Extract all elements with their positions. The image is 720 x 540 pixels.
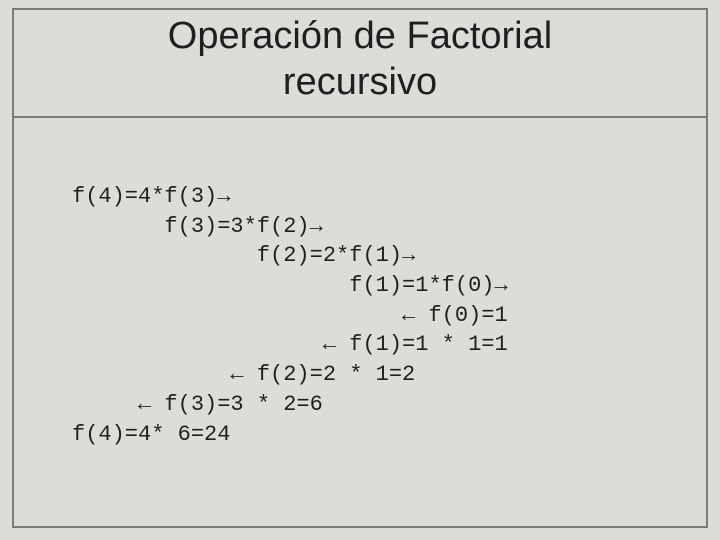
title-line-2: recursivo	[283, 61, 437, 103]
code-line-3: f(1)=1*f(0)→	[72, 273, 508, 298]
code-line-5: ← f(1)=1 * 1=1	[72, 332, 508, 357]
title-line-1: Operación de Factorial	[168, 15, 552, 57]
slide-title: Operación de Factorial recursivo	[0, 14, 720, 105]
code-block: f(4)=4*f(3)→ f(3)=3*f(2)→ f(2)=2*f(1)→ f…	[72, 182, 508, 449]
code-line-8: f(4)=4* 6=24	[72, 422, 230, 447]
slide-container: Operación de Factorial recursivo f(4)=4*…	[0, 0, 720, 540]
code-line-2: f(2)=2*f(1)→	[72, 243, 415, 268]
code-line-0: f(4)=4*f(3)→	[72, 184, 230, 209]
code-line-6: ← f(2)=2 * 1=2	[72, 362, 415, 387]
code-line-1: f(3)=3*f(2)→	[72, 214, 323, 239]
code-line-7: ← f(3)=3 * 2=6	[72, 392, 323, 417]
code-line-4: ← f(0)=1	[72, 303, 508, 328]
title-divider	[14, 116, 706, 118]
